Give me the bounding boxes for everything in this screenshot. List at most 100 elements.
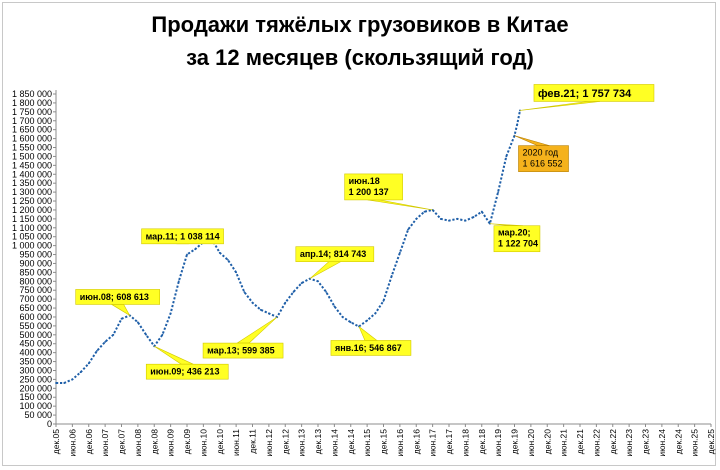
chart-frame: Продажи тяжёлых грузовиков в Китае за 12 … [2,2,716,466]
data-point [267,312,270,315]
callout-label: фев.21; 1 757 734 [538,88,632,100]
callout-box [330,340,412,356]
data-point [519,109,521,112]
annotation-callout: июн.08; 608 613 [75,289,160,317]
callout-box [145,363,229,380]
callout-label-line: 2020 год [523,148,559,158]
data-point [63,382,66,384]
callout-pointer [236,316,278,344]
y-tick-label: 1 550 000 [12,143,52,153]
callout-pointer [358,326,378,341]
chart-title: Продажи тяжёлых грузовиков в Китае за 12 … [151,12,568,70]
y-tick-label: 950 000 [19,250,52,260]
x-tick-label: дек.15 [379,429,389,454]
callout-pointer [519,101,600,111]
x-tick-label: июн.19 [493,429,503,457]
callout-box [493,225,541,253]
y-tick-label: 750 000 [19,285,52,295]
data-point [284,301,287,304]
y-tick-label: 1 250 000 [12,196,52,206]
callout-box [141,228,224,245]
x-tick-label: июн.07 [100,429,110,457]
y-tick-label: 250 000 [19,374,52,384]
y-tick-label: 1 050 000 [12,232,52,242]
x-tick-label: июн.09 [166,429,176,457]
y-tick-label: 1 500 000 [12,151,52,161]
x-tick-label: июн.15 [362,429,372,457]
callout-pointer [514,135,550,146]
data-point [439,217,442,220]
callout-box [518,145,569,172]
y-tick-label: 150 000 [19,392,52,402]
data-point [120,317,123,320]
x-tick-label: июн.25 [690,429,700,457]
y-tick-label: 550 000 [19,321,52,331]
callout-box [295,246,375,262]
callout-label: апр.14; 814 743 [300,249,366,259]
y-tick-label: 1 400 000 [12,169,52,179]
data-point [366,319,369,322]
data-point [341,316,344,318]
data-point [317,280,319,283]
data-point [390,275,393,277]
x-tick-label: дек.08 [149,429,159,454]
data-point [259,308,262,311]
x-tick-label: июн.11 [231,429,241,456]
y-tick-label: 1 300 000 [12,187,52,197]
y-tick-label: 1 100 000 [12,223,52,233]
annotation-callout: мар.11; 1 038 114 [141,228,224,245]
x-tick-label: дек.24 [673,429,683,454]
y-tick-label: 100 000 [19,401,52,411]
data-point [177,280,180,283]
x-tick-label: июн.12 [264,429,274,457]
y-tick-label: 1 800 000 [12,98,52,108]
x-tick-label: дек.16 [411,429,421,454]
x-tick-label: дек.09 [182,429,192,454]
y-tick-label: 400 000 [19,348,52,358]
x-tick-label: дек.07 [117,429,127,454]
x-tick-label: дек.25 [706,429,716,454]
data-point [456,217,459,220]
x-tick-label: дек.22 [608,429,618,454]
x-tick-label: июн.08 [133,429,143,457]
annotation-callout: июн.09; 436 213 [145,345,229,380]
callout-pointer [309,261,341,279]
chart-title-line-1: Продажи тяжёлых грузовиков в Китае [151,12,568,37]
data-point [136,321,139,324]
x-tick-label: июн.21 [559,429,569,457]
y-tick-label: 900 000 [19,258,52,268]
data-point [227,258,229,261]
y-tick-label: 1 700 000 [12,116,52,126]
x-axis: дек.05 июн.06 дек.06 июн.07 дек.07 июн.08 дек.… [51,423,716,457]
x-tick-label: июн.17 [428,429,438,457]
y-tick-label: 0 [47,419,52,429]
data-point [300,282,303,284]
callout-label-line: 1 616 552 [523,159,563,169]
x-tick-label: дек.19 [510,429,520,454]
x-tick-label: июн.20 [526,429,536,457]
x-tick-label: июн.10 [198,429,208,457]
x-tick-label: июн.06 [67,429,77,457]
data-point [169,312,172,315]
y-tick-label: 500 000 [19,330,52,340]
y-tick-label: 450 000 [19,339,52,349]
data-point [382,300,385,302]
data-point [235,271,238,274]
y-tick-label: 1 650 000 [12,125,52,135]
callout-pointer [154,345,194,365]
data-point [87,362,90,365]
x-tick-label: дек.10 [215,429,225,454]
callout-label-line: июн.18 [349,176,380,186]
line-chart: Продажи тяжёлых грузовиков в Китае за 12 … [12,12,716,457]
data-point [292,291,295,293]
callout-pointer [110,304,131,317]
data-point [218,251,221,254]
callout-label: мар.11; 1 038 114 [146,231,220,241]
data-point [186,253,188,256]
callout-label-line: 1 122 704 [498,239,538,249]
annotation-callout: мар.20;1 122 704 [489,223,541,253]
x-tick-label: дек.14 [346,429,356,454]
x-tick-label: июн.16 [395,429,405,457]
x-tick-label: дек.12 [280,429,290,454]
